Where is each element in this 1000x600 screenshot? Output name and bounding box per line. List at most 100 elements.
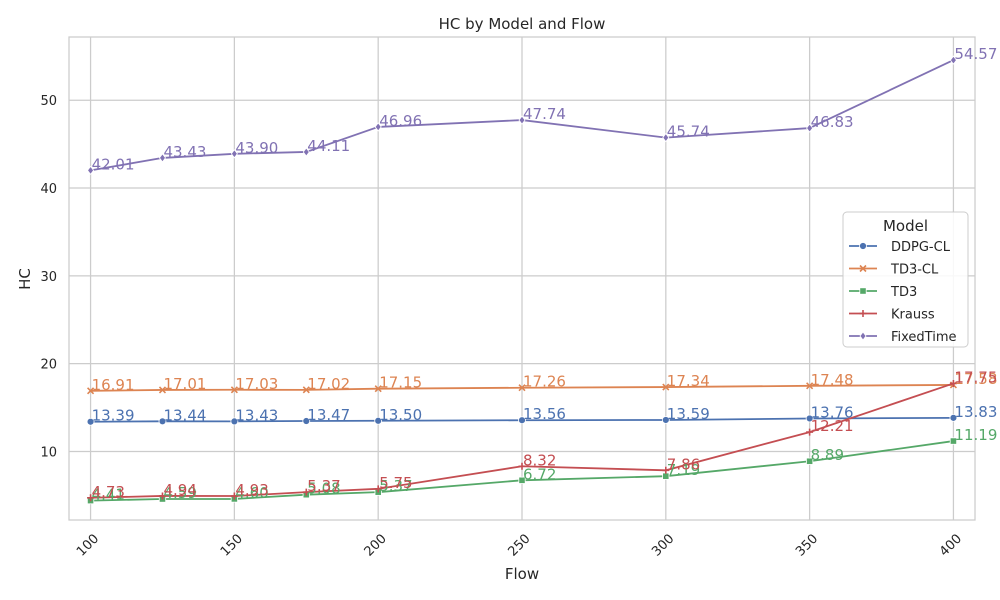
data-point — [87, 387, 95, 395]
data-label: 12.21 — [811, 417, 854, 435]
data-label: 46.83 — [811, 113, 854, 131]
data-label: 17.75 — [954, 368, 997, 386]
x-tick-label: 350 — [793, 531, 821, 559]
legend-marker — [859, 242, 867, 250]
series-ddpg-cl — [86, 413, 958, 426]
y-tick-label: 10 — [40, 446, 57, 461]
data-point — [662, 132, 670, 143]
data-label: 46.96 — [379, 112, 422, 130]
data-point — [949, 413, 958, 422]
data-point — [374, 385, 382, 393]
legend-label: Krauss — [891, 308, 935, 323]
legend-marker — [859, 310, 867, 317]
y-tick-label: 30 — [40, 270, 57, 285]
data-point — [949, 379, 957, 387]
x-tick-label: 300 — [649, 531, 677, 559]
data-point — [302, 417, 311, 425]
data-point — [302, 147, 310, 157]
grid-lines — [69, 37, 975, 520]
data-label: 4.41 — [92, 486, 125, 504]
data-label: 8.89 — [811, 446, 844, 464]
data-label: 6.72 — [523, 465, 556, 483]
data-label: 17.26 — [523, 373, 566, 391]
data-label: 4.60 — [235, 484, 268, 502]
data-label: 13.50 — [379, 406, 422, 424]
data-point — [518, 476, 526, 484]
x-axis-label: Flow — [505, 565, 539, 583]
data-label: 13.47 — [307, 406, 350, 424]
data-label: 17.03 — [235, 375, 278, 393]
data-label: 13.83 — [954, 403, 997, 421]
data-point — [806, 123, 814, 133]
legend-item-krauss: Krauss — [849, 308, 935, 323]
data-point — [302, 386, 310, 394]
data-label: 17.15 — [379, 374, 422, 392]
data-point — [374, 416, 383, 425]
data-label: 4.59 — [163, 484, 196, 502]
data-point — [949, 55, 957, 65]
data-label: 44.11 — [307, 137, 350, 155]
data-point — [806, 457, 814, 465]
data-point — [87, 165, 95, 176]
chart-title: HC by Model and Flow — [439, 15, 606, 33]
data-label: 11.19 — [954, 426, 997, 444]
data-point — [86, 417, 95, 426]
data-label: 5.37 — [307, 477, 340, 495]
y-tick-label: 20 — [40, 358, 57, 373]
legend-label: TD3 — [890, 285, 917, 300]
x-axis-ticks: 100 150 200 250 300 350 400 — [74, 531, 965, 559]
data-label: 4.94 — [163, 481, 196, 499]
data-label: 45.74 — [667, 123, 710, 141]
data-label: 16.91 — [92, 376, 135, 394]
data-point — [158, 492, 166, 500]
data-point — [949, 437, 958, 445]
data-point — [87, 494, 95, 502]
data-point — [806, 382, 814, 390]
data-point — [518, 462, 526, 470]
data-label: 13.76 — [811, 403, 854, 421]
data-label: 17.48 — [811, 371, 854, 389]
data-label: 54.57 — [954, 45, 997, 63]
legend-label: DDPG-CL — [891, 240, 951, 255]
data-point — [662, 383, 670, 391]
data-point — [302, 488, 310, 496]
data-label: 4.93 — [235, 481, 268, 499]
legend: Model DDPG-CL TD3-CL TD3 Krauss FixedTime — [842, 211, 969, 348]
data-point — [518, 115, 526, 125]
plot-area-frame — [68, 36, 976, 521]
legend-marker — [859, 287, 867, 295]
data-point — [805, 414, 814, 423]
data-label: 5.75 — [379, 474, 412, 492]
data-point — [158, 153, 166, 163]
x-tick-label: 100 — [74, 531, 102, 559]
legend-title: Model — [883, 217, 928, 235]
data-point — [374, 122, 382, 132]
data-point — [230, 417, 239, 426]
legend-label: TD3-CL — [890, 263, 939, 278]
data-point — [662, 466, 670, 474]
data-label: 17.34 — [667, 372, 710, 390]
data-label: 17.58 — [954, 370, 997, 388]
data-label: 13.43 — [235, 406, 278, 424]
legend-item-ddpg-cl: DDPG-CL — [849, 240, 951, 255]
data-label: 42.01 — [92, 155, 135, 173]
data-label: 8.32 — [523, 451, 556, 469]
x-tick-label: 150 — [218, 531, 246, 559]
data-labels: 13.39 13.44 13.43 13.47 13.50 13.56 13.59 13.76… — [92, 45, 998, 503]
legend-item-td3-cl: TD3-CL — [849, 263, 939, 278]
data-point — [230, 492, 238, 500]
data-point — [518, 416, 526, 425]
data-label: 5.37 — [379, 477, 412, 495]
series-group — [86, 55, 958, 505]
data-label: 13.59 — [667, 405, 710, 423]
data-label: 43.43 — [163, 143, 206, 161]
data-label: 17.02 — [307, 375, 350, 393]
series-fixedtime — [87, 55, 957, 176]
data-label: 4.73 — [92, 483, 125, 501]
data-label: 47.74 — [523, 105, 566, 123]
data-label: 17.01 — [163, 375, 206, 393]
data-label: 13.56 — [523, 405, 566, 423]
x-tick-label: 250 — [505, 531, 533, 559]
data-point — [230, 386, 238, 394]
